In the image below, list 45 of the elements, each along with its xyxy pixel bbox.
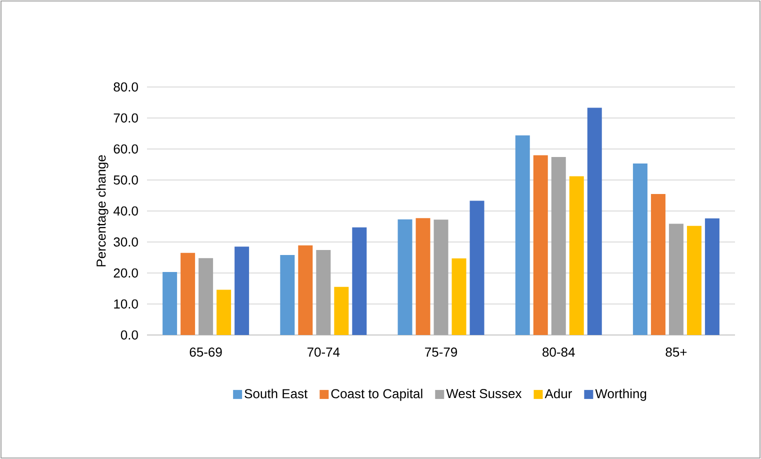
bar: [587, 108, 602, 335]
bar: [298, 245, 313, 335]
x-tick-label: 80-84: [542, 348, 575, 357]
bar: [704, 218, 720, 335]
bar: [334, 286, 349, 335]
bar: [416, 218, 430, 335]
bar: [668, 224, 684, 335]
bar: [470, 200, 484, 335]
bar: [216, 290, 232, 335]
bar: [551, 157, 566, 335]
bar: [533, 155, 548, 335]
bar: [234, 246, 250, 335]
y-tick-label: 20.0: [114, 268, 138, 278]
y-tick-label: 80.0: [114, 82, 138, 92]
bar: [452, 258, 466, 335]
bar: [515, 135, 530, 335]
bar: [434, 220, 448, 335]
legend-label: South East: [244, 388, 308, 398]
bar: [316, 250, 331, 335]
legend-label: West Sussex: [446, 388, 522, 398]
bar: [198, 258, 214, 335]
y-tick-label: 0.0: [120, 330, 138, 340]
y-axis-title: Percentage change: [96, 155, 108, 266]
bar: [280, 255, 295, 335]
legend-label: Coast to Capital: [331, 388, 422, 401]
x-tick-label: 75-79: [425, 348, 458, 357]
y-tick-label: 10.0: [114, 299, 138, 309]
y-tick-label: 70.0: [114, 113, 138, 123]
x-tick-label: 85+: [666, 348, 687, 357]
y-tick-label: 30.0: [114, 237, 138, 247]
bar: [352, 227, 367, 335]
bar: [632, 164, 648, 335]
legend-label: Adur: [544, 388, 572, 398]
bar: [686, 226, 702, 335]
bar: [569, 176, 584, 335]
bar: [180, 252, 196, 335]
x-tick-label: 65-69: [190, 348, 222, 357]
legend-label: Worthing: [595, 388, 646, 401]
bar: [398, 219, 412, 335]
bar: [650, 194, 666, 335]
y-tick-label: 40.0: [113, 206, 138, 216]
y-tick-label: 50.0: [114, 175, 138, 185]
bar: [162, 272, 178, 335]
y-tick-label: 60.0: [114, 144, 138, 154]
x-tick-label: 70-74: [307, 348, 340, 357]
